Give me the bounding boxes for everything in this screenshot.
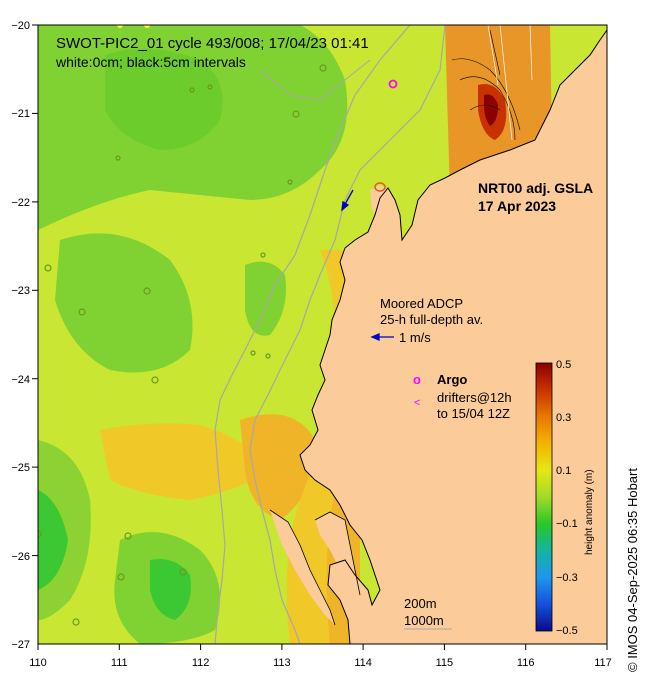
credit-text: © IMOS 04-Sep-2025 06:35 Hobart xyxy=(625,468,640,672)
adcp-velocity-arrows xyxy=(341,189,354,212)
isobath-1000m xyxy=(214,25,411,644)
drifter-markers xyxy=(38,64,327,626)
drifter-legend-line1: drifters@12h xyxy=(437,390,512,405)
y-tick-label: −22 xyxy=(11,197,30,209)
y-tick-label: −21 xyxy=(11,108,30,120)
anomaly-region-green xyxy=(38,490,68,590)
x-tick-label: 111 xyxy=(111,657,128,669)
adcp-scale-arrow xyxy=(370,333,394,341)
drifter-legend-line2: to 15/04 12Z xyxy=(437,406,510,421)
isobath-legend-1000m: 1000m xyxy=(404,613,444,628)
y-tick-label: −23 xyxy=(11,285,30,297)
yellow-marker xyxy=(117,25,123,28)
colorbar-tick-label: −0.5 xyxy=(556,625,578,637)
drifter-legend-symbol: < xyxy=(414,397,420,409)
argo-legend-label: Argo xyxy=(437,372,467,387)
colorbar-tick-label: 0.5 xyxy=(556,359,571,371)
plot-frame xyxy=(37,24,608,645)
argo-legend-symbol: o xyxy=(413,372,421,387)
swot-swath-high xyxy=(484,94,498,126)
colorbar-tick-label: −0.1 xyxy=(556,518,578,530)
coastline xyxy=(269,509,361,626)
anomaly-region-green xyxy=(105,48,223,150)
land-australia xyxy=(300,25,607,644)
colorbar-ramp xyxy=(535,362,553,632)
y-tick-label: −24 xyxy=(11,374,30,386)
x-tick-label: 116 xyxy=(517,657,535,669)
anomaly-region-green xyxy=(245,261,286,336)
x-tick-label: 110 xyxy=(29,657,47,669)
y-axis xyxy=(32,24,38,557)
adcp-scale-label: 1 m/s xyxy=(399,330,431,345)
x-axis xyxy=(37,644,608,650)
argo-float-marker xyxy=(388,79,398,89)
adcp-legend-subtitle: 25-h full-depth av. xyxy=(380,312,483,327)
x-tick-label: 112 xyxy=(192,657,210,669)
land-peninsula xyxy=(315,512,360,595)
land-peninsula xyxy=(270,510,335,625)
colorbar-label: height anomaly (m) xyxy=(584,469,595,555)
colorbar-tick-label: 0.3 xyxy=(556,412,571,424)
map-subtitle: white:0cm; black:5cm intervals xyxy=(55,54,246,70)
map-plot-area xyxy=(38,25,607,644)
product-date: 17 Apr 2023 xyxy=(478,198,556,214)
adcp-legend-title: Moored ADCP xyxy=(380,296,463,311)
anomaly-region-orange xyxy=(240,414,320,520)
product-label: NRT00 adj. GSLA xyxy=(478,180,593,196)
swot-white-lines xyxy=(487,25,533,141)
argo-float-marker xyxy=(374,182,386,192)
isobath-200m xyxy=(259,59,371,101)
y-tick-label: −26 xyxy=(11,551,30,563)
yellow-marker xyxy=(144,25,150,28)
anomaly-region-orange xyxy=(100,423,270,500)
map-title: SWOT-PIC2_01 cycle 493/008; 17/04/23 01:… xyxy=(56,35,369,52)
y-tick-label: −25 xyxy=(11,462,30,474)
colorbar-tick-label: −0.3 xyxy=(556,572,578,584)
x-tick-label: 114 xyxy=(354,657,372,669)
isobath-legend-200m: 200m xyxy=(404,596,437,611)
swot-contours xyxy=(451,29,521,141)
y-tick-label: −27 xyxy=(11,639,30,651)
x-tick-label: 117 xyxy=(594,657,612,669)
isobath-200m xyxy=(249,25,446,644)
coastline xyxy=(299,29,607,644)
x-tick-label: 113 xyxy=(273,657,291,669)
x-tick-label: 115 xyxy=(436,657,454,669)
y-tick-label: −20 xyxy=(11,20,30,32)
colorbar-tick-label: 0.1 xyxy=(556,465,571,477)
colorbar: 0.5 0.3 0.1 −0.1 −0.3 −0.5 height anomal… xyxy=(535,359,595,637)
anomaly-region-green xyxy=(55,233,193,373)
